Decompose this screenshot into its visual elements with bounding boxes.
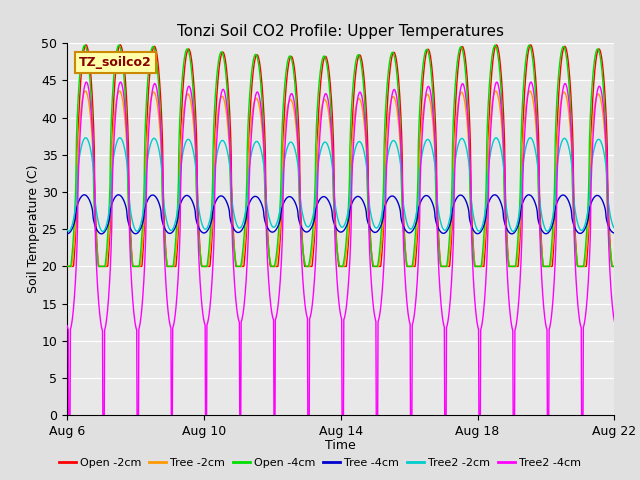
Title: Tonzi Soil CO2 Profile: Upper Temperatures: Tonzi Soil CO2 Profile: Upper Temperatur… — [177, 24, 504, 39]
Legend: Open -2cm, Tree -2cm, Open -4cm, Tree -4cm, Tree2 -2cm, Tree2 -4cm: Open -2cm, Tree -2cm, Open -4cm, Tree -4… — [54, 453, 586, 472]
X-axis label: Time: Time — [325, 439, 356, 452]
Y-axis label: Soil Temperature (C): Soil Temperature (C) — [27, 165, 40, 293]
Text: TZ_soilco2: TZ_soilco2 — [79, 56, 152, 69]
